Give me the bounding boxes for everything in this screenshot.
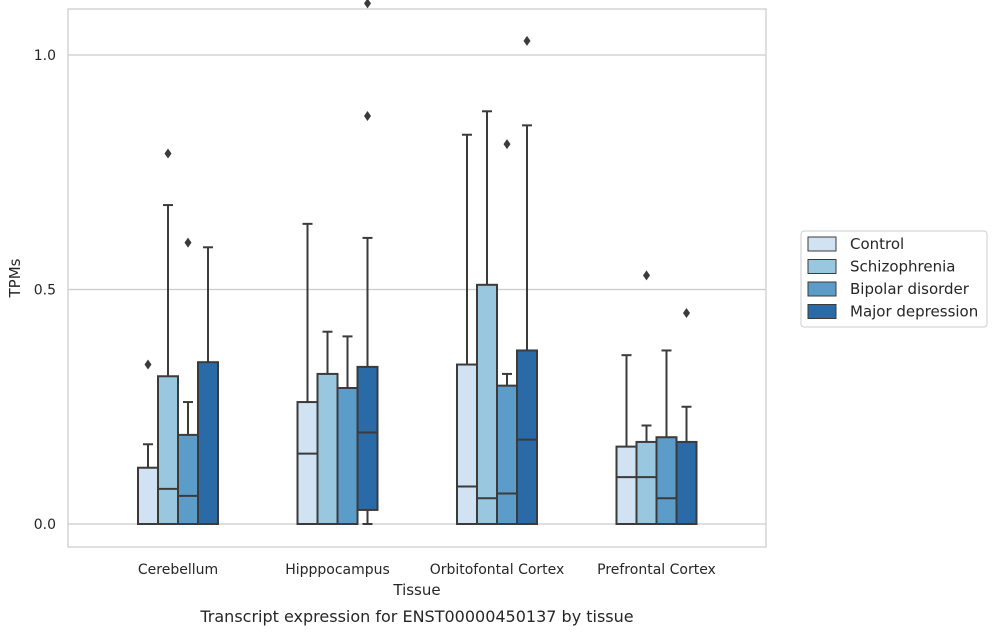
box-group — [177, 237, 199, 526]
box-rect — [476, 283, 498, 525]
box-group — [476, 110, 498, 525]
box-group — [137, 359, 159, 525]
box-group — [615, 354, 638, 525]
x-tick-label: Prefrontal Cortex — [597, 562, 716, 578]
y-tick-labels: 0.00.51.01.52.0 — [34, 48, 56, 533]
x-tick-label: Orbitofontal Cortex — [430, 562, 565, 578]
outlier-point — [364, 110, 371, 121]
box-group — [675, 307, 698, 525]
box-group — [356, 0, 379, 525]
legend-swatch — [807, 259, 837, 274]
box-rect — [137, 466, 159, 525]
legend-label: Control — [850, 235, 904, 253]
boxes — [137, 0, 698, 526]
x-tick-labels: Cerebellum Hipppocampus Orbitofontal Corte… — [138, 562, 716, 578]
y-tick-label: 0.0 — [34, 517, 56, 533]
box-group — [296, 222, 319, 525]
y-axis-label: TPMs — [6, 258, 24, 298]
outlier-point — [144, 359, 152, 370]
y-tick-label: 0.5 — [34, 283, 56, 299]
outlier-point — [643, 270, 650, 281]
x-tick-label: Cerebellum — [138, 562, 218, 578]
box-rect — [356, 365, 379, 511]
box-rect — [496, 384, 518, 525]
legend-label: Major depression — [850, 303, 978, 321]
box-group — [516, 35, 538, 525]
box-rect — [336, 386, 359, 525]
y-tick-label: 1.0 — [34, 48, 56, 64]
legend-label: Schizophrenia — [850, 258, 955, 276]
box-rect — [456, 363, 478, 526]
box-rect — [177, 433, 199, 526]
box-rect — [655, 436, 678, 525]
box-group — [157, 148, 179, 526]
box-rect — [675, 440, 698, 525]
legend-label: Bipolar disorder — [850, 280, 970, 298]
box-rect — [296, 401, 319, 525]
legend-swatch — [807, 236, 837, 252]
outlier-point — [184, 237, 192, 248]
box-rect — [316, 372, 339, 526]
box-rect — [516, 349, 538, 525]
legend-frame — [800, 230, 988, 328]
outlier-point — [683, 307, 690, 318]
box-rect — [157, 375, 179, 526]
box-group — [655, 349, 678, 525]
box-rect — [197, 361, 219, 525]
chart-caption: Transcript expression for ENST0000045013… — [199, 607, 633, 626]
legend-swatch — [807, 281, 837, 297]
x-tick-label: Hipppocampus — [285, 562, 390, 578]
box-rect — [615, 445, 638, 525]
outlier-point — [503, 139, 511, 150]
outlier-point — [164, 148, 172, 159]
outlier-point — [364, 0, 371, 9]
box-rect — [635, 440, 658, 525]
legend: Control Schizophrenia Bipolar disorder Majo… — [800, 230, 988, 328]
x-axis-label: Tissue — [392, 581, 440, 599]
legend-swatch — [807, 304, 837, 319]
box-group — [635, 270, 658, 525]
box-group — [197, 246, 219, 525]
outlier-point — [523, 35, 531, 46]
